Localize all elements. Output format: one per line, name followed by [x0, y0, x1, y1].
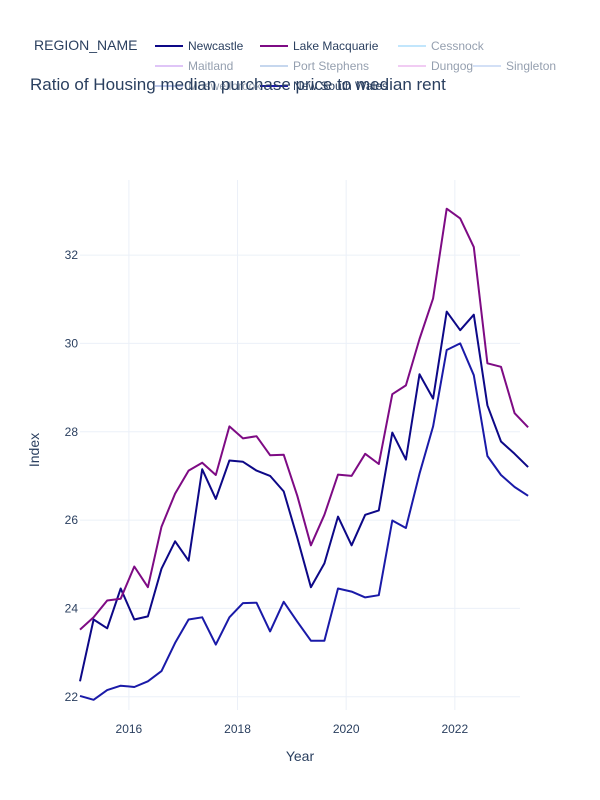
- gridlines: [80, 180, 520, 710]
- series-line-lake-macquarie: [79, 207, 529, 631]
- y-tick-label: 30: [65, 336, 79, 350]
- legend-item-dungog[interactable]: Dungog: [398, 59, 473, 73]
- series-line-newcastle: [79, 310, 529, 682]
- legend-item-muswellbrook[interactable]: Muswellbrook: [155, 79, 262, 93]
- legend-label: Port Stephens: [293, 59, 369, 73]
- y-tick-label: 32: [65, 248, 79, 262]
- chart-title: Ratio of Housing median purchase price t…: [30, 75, 446, 94]
- legend-label: Lake Macquarie: [293, 39, 379, 53]
- legend-label: Maitland: [188, 59, 233, 73]
- x-tick-label: 2016: [116, 722, 143, 736]
- x-axis-label: Year: [286, 748, 315, 764]
- y-tick-label: 22: [65, 690, 79, 704]
- legend-item-port-stephens[interactable]: Port Stephens: [260, 59, 369, 73]
- legend-title: REGION_NAME: [34, 37, 137, 53]
- x-tick-label: 2018: [224, 722, 251, 736]
- y-axis-label: Index: [26, 433, 42, 467]
- legend-label: Muswellbrook: [188, 79, 262, 93]
- y-tick-label: 26: [65, 513, 79, 527]
- legend-label: Cessnock: [431, 39, 485, 53]
- y-tick-label: 24: [65, 601, 79, 615]
- legend-item-new-south-wales[interactable]: New South Wales: [260, 79, 388, 93]
- series-line-new-south-wales: [79, 342, 529, 701]
- legend-label: Newcastle: [188, 39, 244, 53]
- legend-label: Singleton: [506, 59, 556, 73]
- legend-item-singleton[interactable]: Singleton: [473, 59, 556, 73]
- legend-label: New South Wales: [293, 79, 388, 93]
- x-tick-label: 2022: [441, 722, 468, 736]
- legend-item-maitland[interactable]: Maitland: [155, 59, 233, 73]
- legend-item-lake-macquarie[interactable]: Lake Macquarie: [260, 39, 379, 53]
- legend-label: Dungog: [431, 59, 473, 73]
- legend-item-newcastle[interactable]: Newcastle: [155, 39, 244, 53]
- y-tick-label: 28: [65, 425, 79, 439]
- legend: REGION_NAME Newcastle Lake Macquarie Cessn…: [34, 37, 556, 93]
- series-lines: [79, 207, 529, 701]
- tick-labels: 2016 2018 2020 2022 22 24 26 28 30 32: [65, 248, 469, 736]
- legend-item-cessnock[interactable]: Cessnock: [398, 39, 485, 53]
- x-tick-label: 2020: [333, 722, 360, 736]
